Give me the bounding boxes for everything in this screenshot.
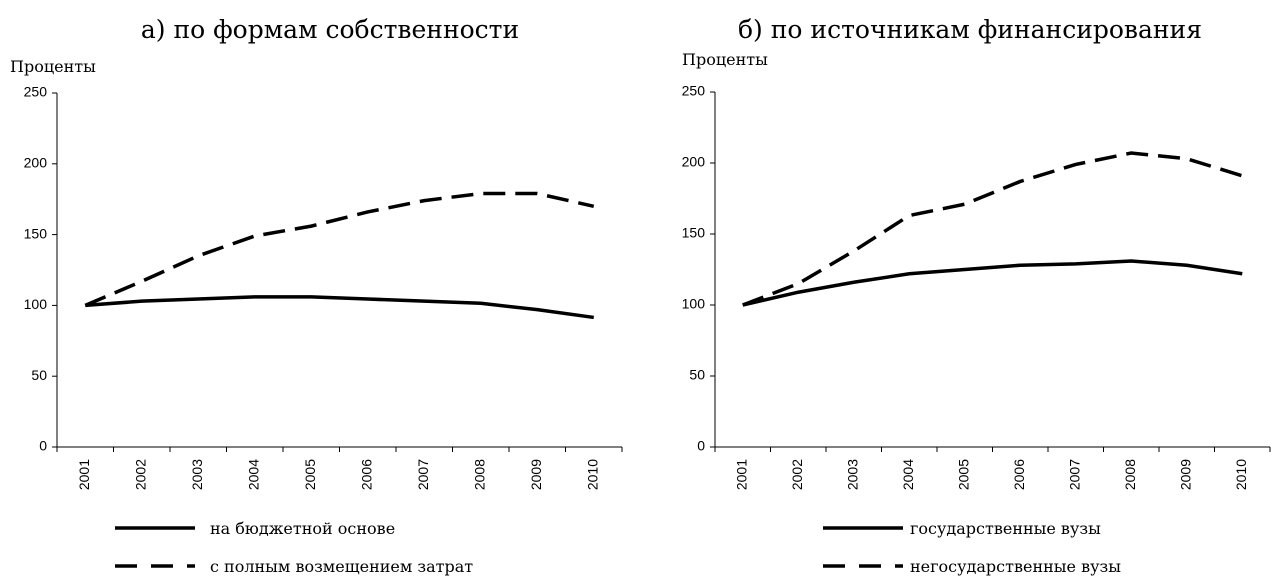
x-tick-label: 2006 [358, 459, 374, 490]
x-tick-label: 2010 [1233, 459, 1249, 490]
x-tick-label: 2003 [844, 459, 860, 490]
legend-label: с полным возмещением затрат [210, 557, 473, 576]
x-tick-label: 2010 [584, 459, 600, 490]
y-tick-label: 250 [682, 83, 706, 99]
x-tick-label: 2008 [471, 459, 487, 490]
x-tick-label: 2002 [789, 459, 805, 490]
x-tick-label: 2005 [955, 459, 971, 490]
x-tick-label: 2002 [132, 459, 148, 490]
y-tick-label: 50 [689, 367, 705, 383]
x-tick-label: 2005 [302, 459, 318, 490]
x-tick-label: 2009 [1177, 459, 1193, 490]
y-tick-label: 0 [39, 438, 47, 454]
x-tick-label: 2001 [733, 459, 749, 490]
x-tick-label: 2007 [415, 459, 431, 490]
x-tick-label: 2009 [528, 459, 544, 490]
legend-label: негосударственные вузы [910, 557, 1121, 576]
line-series [742, 151, 1243, 307]
chart-title: б) по источникам финансирования [738, 15, 1202, 44]
y-axis-label: Проценты [10, 57, 96, 76]
y-tick-label: 200 [682, 154, 706, 170]
x-tick-label: 2001 [76, 459, 92, 490]
y-tick-label: 100 [682, 296, 706, 312]
y-axis-label: Проценты [682, 50, 768, 69]
y-tick-label: 250 [24, 84, 48, 100]
chart-title: а) по формам собственности [141, 15, 519, 44]
y-tick-label: 200 [24, 155, 48, 171]
y-tick-label: 50 [31, 367, 47, 383]
x-tick-label: 2008 [1122, 459, 1138, 490]
line-series [742, 259, 1243, 307]
x-tick-label: 2006 [1011, 459, 1027, 490]
x-tick-label: 2007 [1066, 459, 1082, 490]
x-tick-label: 2003 [189, 459, 205, 490]
line-series [85, 295, 594, 320]
y-tick-label: 0 [697, 438, 705, 454]
x-tick-label: 2004 [900, 459, 916, 490]
line-series [84, 191, 595, 308]
y-tick-label: 150 [24, 225, 48, 241]
y-tick-label: 150 [682, 225, 706, 241]
x-tick-label: 2004 [245, 459, 261, 490]
y-tick-label: 100 [24, 296, 48, 312]
legend-label: государственные вузы [910, 519, 1101, 538]
legend-label: на бюджетной основе [210, 519, 395, 538]
